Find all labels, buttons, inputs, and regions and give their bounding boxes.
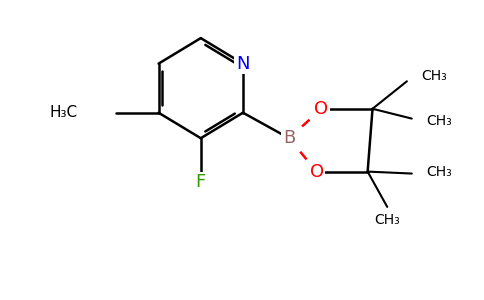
Text: B: B [283,129,295,147]
Text: H₃C: H₃C [50,105,78,120]
Text: CH₃: CH₃ [375,213,400,227]
Text: F: F [196,173,206,191]
Text: CH₃: CH₃ [426,114,452,128]
Text: CH₃: CH₃ [426,165,452,178]
Text: N: N [236,55,250,73]
Text: O: O [310,163,324,181]
Text: O: O [315,100,329,118]
Text: CH₃: CH₃ [422,69,447,83]
